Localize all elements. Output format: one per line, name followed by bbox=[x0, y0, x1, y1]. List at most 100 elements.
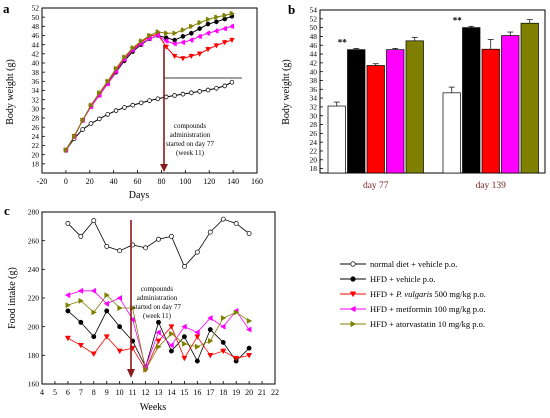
chart-b-frame bbox=[319, 9, 546, 174]
chart-c-point bbox=[181, 323, 187, 330]
legend-entry: HFD + metformin 100 mg/kg p.o. bbox=[370, 304, 486, 314]
chart-a-point bbox=[205, 30, 211, 37]
chart-a-point bbox=[213, 43, 220, 49]
chart-a-ytick-label: 44 bbox=[32, 40, 40, 49]
chart-c-point bbox=[77, 342, 84, 349]
chart-a-point bbox=[88, 121, 94, 126]
chart-c-point bbox=[156, 319, 161, 325]
chart-b-ylabel: Body weight (g) bbox=[281, 59, 292, 125]
chart-a-point bbox=[213, 28, 219, 34]
chart-c-point bbox=[116, 294, 122, 302]
chart-c-point bbox=[220, 340, 226, 345]
chart-a-point bbox=[197, 26, 202, 31]
chart-c-xtick-label: 20 bbox=[245, 388, 253, 397]
chart-c-point bbox=[207, 353, 214, 359]
chart-c-xtick-label: 9 bbox=[105, 388, 109, 397]
chart-c-point bbox=[156, 236, 161, 242]
chart-a-point bbox=[189, 23, 195, 30]
chart-a-ytick-label: 26 bbox=[32, 123, 40, 132]
chart-c-point bbox=[207, 327, 213, 332]
chart-b-bar bbox=[462, 27, 481, 174]
chart-b-ytick-label: 36 bbox=[310, 85, 318, 94]
chart-b-ytick-label: 28 bbox=[310, 120, 318, 129]
chart-b-bar bbox=[347, 49, 366, 174]
chart-c-point bbox=[245, 326, 252, 333]
chart-a-xtick-label: 40 bbox=[110, 177, 118, 186]
chart-b-category-label: day 77 bbox=[363, 181, 389, 191]
chart-a-point bbox=[229, 79, 235, 85]
chart-b-ytick-label: 42 bbox=[310, 58, 318, 67]
chart-a-xlabel: Days bbox=[129, 190, 150, 201]
chart-c-point bbox=[117, 324, 123, 330]
chart-b-bar bbox=[405, 40, 424, 174]
chart-a-ytick-label: 42 bbox=[32, 49, 40, 58]
chart-a-ytick-label: 48 bbox=[32, 22, 40, 31]
chart-a-ytick-label: 46 bbox=[32, 31, 40, 40]
chart-c-point bbox=[77, 287, 84, 294]
chart-a-point bbox=[147, 98, 152, 103]
chart-c-xtick-label: 21 bbox=[258, 388, 266, 397]
chart-c-ytick-label: 280 bbox=[28, 208, 40, 217]
chart-c-xtick-label: 15 bbox=[180, 388, 188, 397]
chart-c-point bbox=[104, 243, 110, 249]
chart-a-xtick-label: 60 bbox=[134, 177, 142, 186]
legend: normal diet + vehicle p.o. HFD + vehicle … bbox=[340, 259, 486, 329]
chart-a-point bbox=[188, 53, 195, 60]
chart-c-point bbox=[169, 330, 175, 337]
chart-a-point bbox=[138, 38, 145, 44]
chart-a-point bbox=[180, 56, 186, 62]
chart-c-point bbox=[143, 366, 149, 373]
chart-b-category-label: day 139 bbox=[476, 181, 507, 191]
chart-a-point bbox=[205, 21, 211, 27]
chart-c-xtick-label: 12 bbox=[142, 388, 150, 397]
chart-c-point bbox=[207, 315, 213, 322]
legend-marker bbox=[349, 291, 357, 298]
chart-c-point bbox=[65, 221, 71, 226]
chart-c-xtick-label: 14 bbox=[167, 388, 175, 397]
chart-a-xtick-label: 100 bbox=[179, 177, 191, 186]
chart-a-note-3: started on day 77 bbox=[166, 140, 215, 148]
chart-c-xtick-label: 17 bbox=[206, 388, 214, 397]
chart-a-point bbox=[163, 94, 169, 100]
chart-a-xtick-label: 140 bbox=[227, 177, 239, 186]
chart-c-xtick-label: 7 bbox=[79, 388, 83, 397]
chart-c-point bbox=[91, 309, 97, 316]
chart-a-point bbox=[130, 102, 136, 108]
chart-c-point bbox=[155, 338, 162, 345]
chart-a-point bbox=[229, 23, 235, 30]
chart-b-ytick-label: 18 bbox=[310, 164, 318, 173]
chart-c-point bbox=[104, 292, 110, 299]
chart-a-point bbox=[214, 14, 220, 20]
chart-a-point bbox=[113, 108, 119, 113]
chart-a-point bbox=[196, 51, 203, 57]
chart-a-point bbox=[214, 19, 219, 25]
chart-a-ylabel: Body weight (g) bbox=[5, 59, 16, 125]
chart-a-point bbox=[229, 10, 235, 17]
chart-b-bar bbox=[327, 105, 346, 174]
chart-a-point bbox=[196, 33, 202, 40]
chart-b-ytick-label: 24 bbox=[310, 138, 318, 147]
chart-b-ytick-label: 38 bbox=[310, 76, 318, 85]
chart-c-point bbox=[103, 300, 110, 307]
chart-c-point bbox=[207, 337, 214, 345]
chart-c-point bbox=[91, 218, 97, 224]
chart-c-point bbox=[194, 334, 201, 340]
chart-a-point bbox=[105, 78, 111, 85]
legend-marker bbox=[350, 320, 357, 328]
chart-c-point bbox=[220, 323, 226, 330]
chart-a-ytick-label: 22 bbox=[32, 141, 40, 150]
chart-c-point bbox=[168, 342, 174, 349]
chart-c-point bbox=[233, 309, 240, 316]
chart-a-point bbox=[229, 37, 235, 43]
chart-b-ytick-label: 52 bbox=[310, 14, 318, 23]
chart-b-bar bbox=[386, 49, 405, 174]
chart-a-point bbox=[171, 40, 177, 47]
chart-c: 4 5 6 7 8 9 10 11 12 13 14 15 16 17 18 19 20 21 22 160 180 20… bbox=[7, 208, 279, 413]
chart-a-point bbox=[205, 47, 211, 53]
chart-a-point bbox=[180, 39, 186, 46]
chart-c-note-1: compounds bbox=[141, 285, 174, 293]
chart-a-point bbox=[105, 112, 110, 117]
chart-c-point bbox=[181, 355, 188, 362]
chart-c-point bbox=[220, 216, 226, 222]
chart-c-arrow-head bbox=[127, 369, 135, 378]
